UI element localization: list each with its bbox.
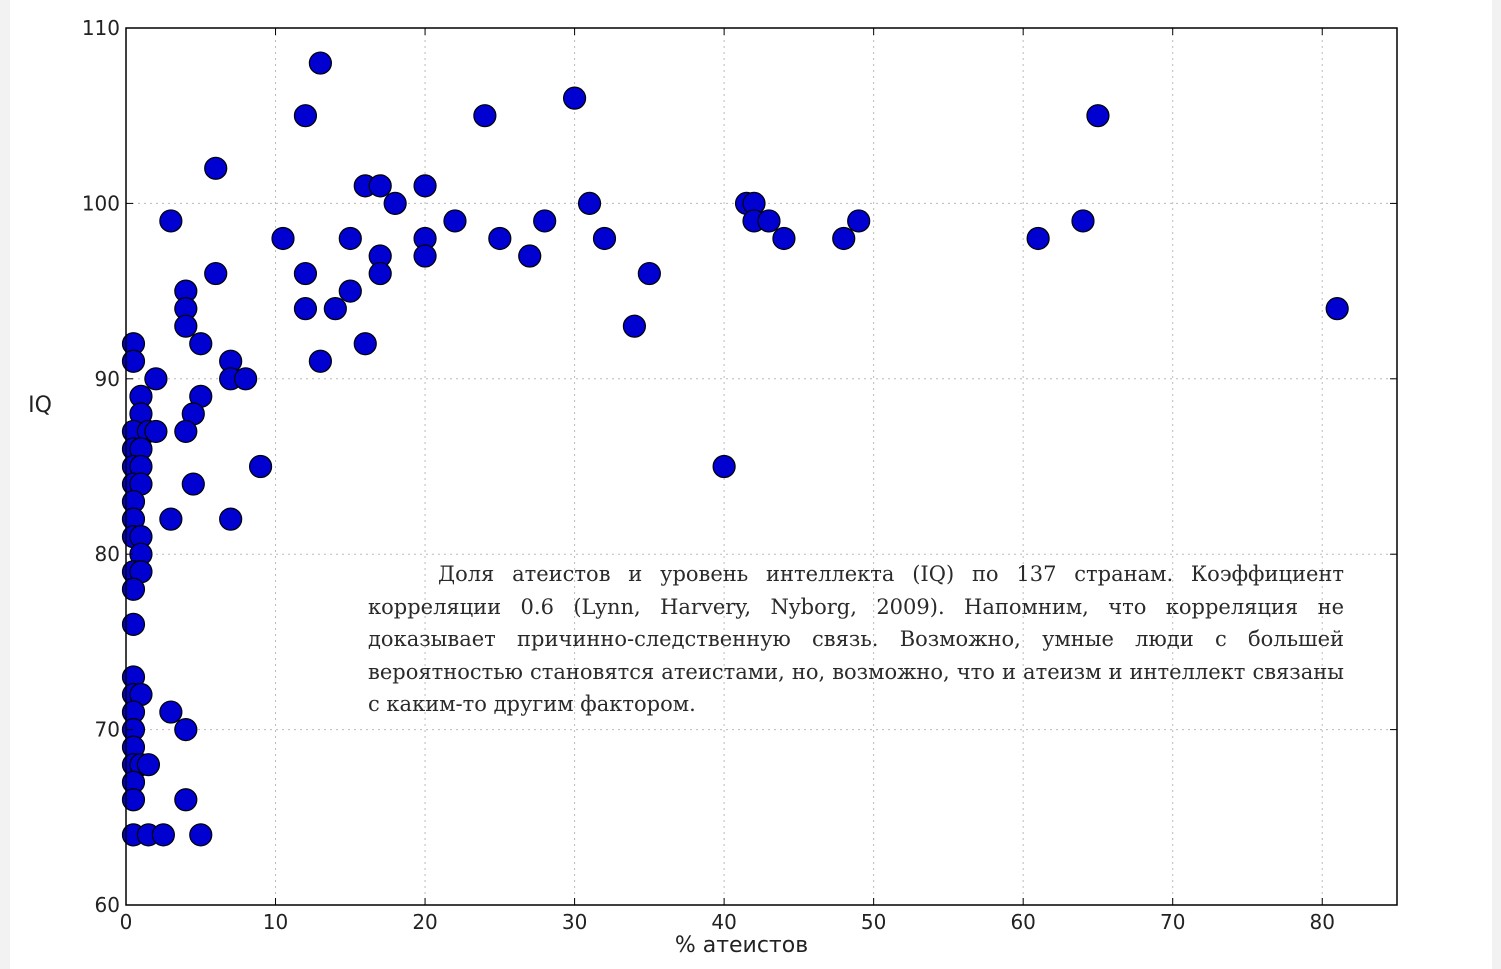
- data-point: [159, 507, 183, 531]
- data-point: [533, 209, 557, 233]
- data-point: [1325, 297, 1349, 321]
- y-axis-label: IQ: [28, 393, 52, 418]
- scatter-chart: 0 10 20 30 40 50 60 70 80 60 70 80 90 100 110 % атеист…: [28, 16, 1398, 958]
- data-point: [121, 788, 146, 812]
- data-point: [413, 174, 437, 198]
- data-point: [204, 261, 228, 286]
- data-point: [383, 191, 407, 215]
- data-point: [622, 314, 647, 338]
- axis-ticks: 0 10 20 30 40 50 60 70 80 60 70 80 90 100 110: [82, 16, 1397, 934]
- data-point: [712, 454, 736, 479]
- plot-frame: [125, 27, 1398, 906]
- data-point: [121, 577, 146, 601]
- y-tick-label: 60: [95, 893, 120, 917]
- data-point: [443, 209, 467, 233]
- data-point: [144, 367, 168, 391]
- data-point: [1026, 226, 1050, 251]
- data-point: [121, 349, 146, 373]
- gridlines: [126, 28, 1397, 905]
- y-tick-label: 90: [95, 367, 120, 391]
- data-point: [637, 261, 661, 286]
- data-point: [1071, 209, 1095, 233]
- data-point: [518, 244, 542, 268]
- data-point: [368, 261, 392, 286]
- data-point: [772, 226, 796, 251]
- data-point: [144, 419, 168, 444]
- chart-caption: Доля атеистов и уровень интеллекта (IQ) …: [368, 562, 1344, 716]
- x-tick-label: 50: [861, 910, 886, 934]
- x-tick-label: 10: [263, 910, 288, 934]
- data-point: [832, 226, 856, 251]
- data-point: [473, 104, 497, 128]
- data-point: [174, 788, 198, 812]
- data-point: [121, 612, 146, 636]
- y-tick-label: 80: [95, 542, 120, 566]
- x-tick-label: 30: [562, 910, 587, 934]
- data-point: [248, 454, 273, 479]
- data-point: [159, 700, 183, 724]
- data-point: [293, 261, 318, 286]
- data-point: [174, 419, 198, 444]
- x-tick-label: 20: [412, 910, 437, 934]
- data-point: [368, 174, 392, 198]
- data-point: [413, 244, 437, 268]
- data-point: [189, 823, 213, 847]
- data-point: [323, 297, 347, 321]
- data-point: [847, 209, 871, 233]
- data-point: [338, 226, 362, 251]
- data-point: [308, 51, 332, 75]
- data-point: [577, 191, 602, 215]
- data-points: [121, 51, 1349, 847]
- data-point: [293, 104, 318, 128]
- data-point: [338, 279, 362, 303]
- data-point: [353, 332, 377, 356]
- data-point: [219, 507, 243, 531]
- data-point: [181, 472, 205, 496]
- x-tick-label: 60: [1010, 910, 1035, 934]
- data-point: [189, 332, 213, 356]
- data-point: [1086, 104, 1110, 128]
- data-point: [159, 209, 183, 233]
- chart-canvas: 0 10 20 30 40 50 60 70 80 60 70 80 90 100 110 % атеист…: [10, 0, 1492, 969]
- data-point: [592, 226, 617, 251]
- data-point: [136, 753, 161, 777]
- data-point: [271, 226, 295, 251]
- x-axis-label: % атеистов: [675, 933, 808, 958]
- data-point: [151, 823, 175, 847]
- y-tick-label: 70: [95, 718, 120, 742]
- data-point: [562, 86, 587, 110]
- data-point: [204, 156, 228, 180]
- data-point: [234, 367, 258, 391]
- y-tick-label: 100: [82, 191, 120, 215]
- data-point: [293, 297, 318, 321]
- data-point: [488, 226, 512, 251]
- x-tick-label: 80: [1310, 910, 1335, 934]
- data-point: [757, 209, 781, 233]
- data-point: [174, 717, 198, 742]
- x-tick-label: 70: [1160, 910, 1185, 934]
- data-point: [308, 349, 332, 373]
- x-tick-label: 40: [711, 910, 736, 934]
- data-point: [174, 314, 198, 338]
- y-tick-label: 110: [82, 16, 120, 40]
- x-tick-label: 0: [120, 910, 133, 934]
